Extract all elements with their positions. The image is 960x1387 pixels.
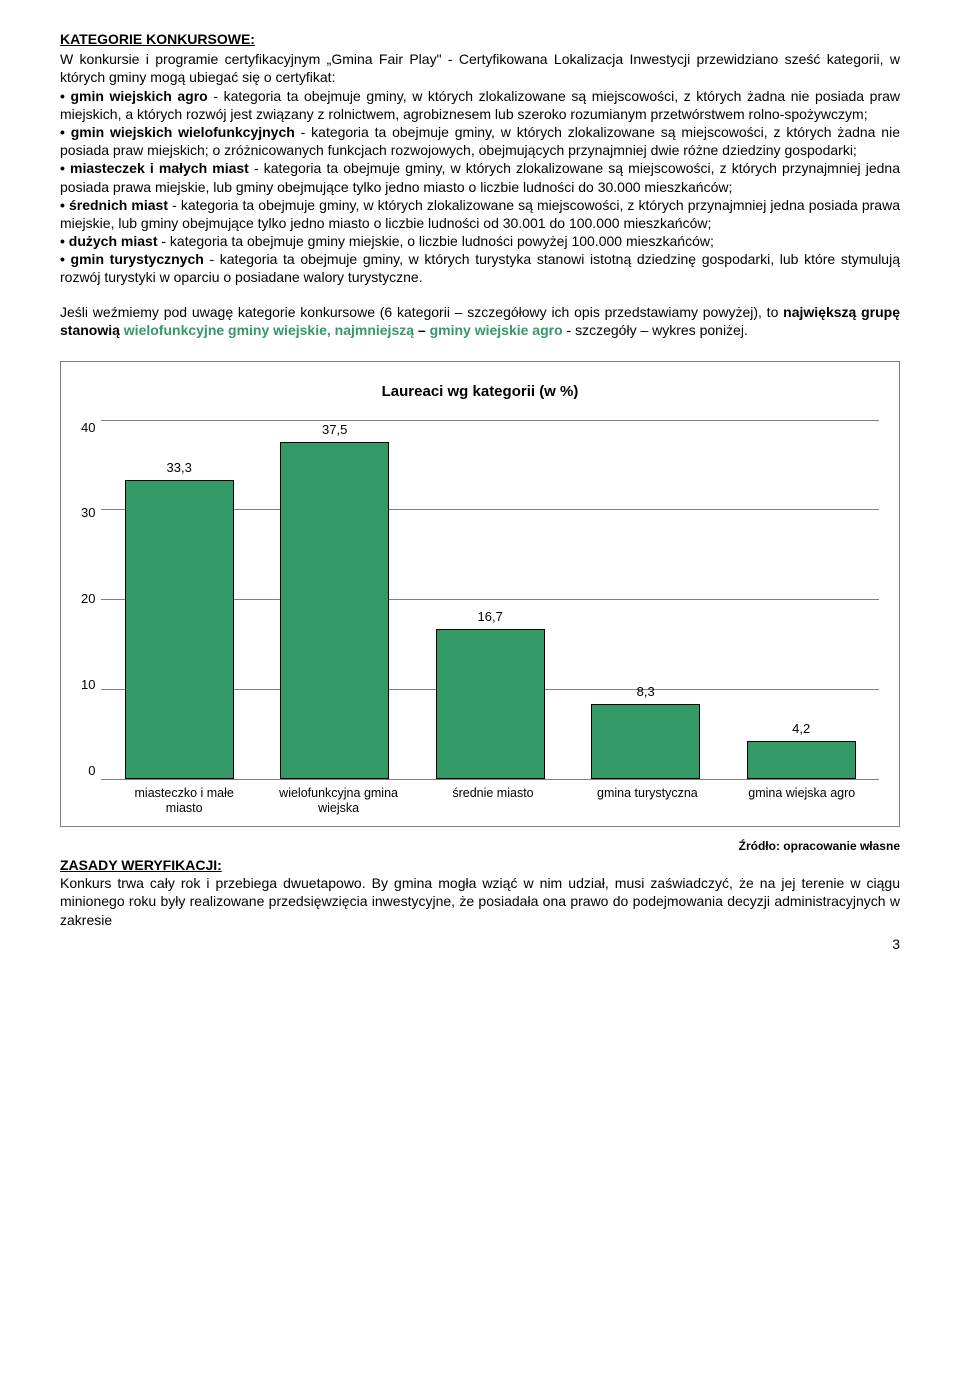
- x-axis-label: średnie miasto: [424, 786, 563, 816]
- bar-slot: 33,3: [109, 420, 249, 779]
- bar: [280, 442, 389, 779]
- bullet-4-lead: • średnich miast: [60, 197, 168, 213]
- bullet-2: • gmin wiejskich wielofunkcyjnych - kate…: [60, 123, 900, 159]
- bar: [436, 629, 545, 779]
- zasady-paragraph: ZASADY WERYFIKACJI:: [60, 856, 900, 874]
- heading-zasady: ZASADY WERYFIKACJI:: [60, 857, 222, 873]
- bar-value-label: 8,3: [637, 684, 655, 701]
- bar-value-label: 33,3: [167, 460, 192, 477]
- ytick-30: 30: [81, 505, 95, 522]
- x-axis: miasteczko i małe miasto wielofunkcyjna g…: [107, 786, 879, 816]
- bullet-1: • gmin wiejskich agro - kategoria ta obe…: [60, 87, 900, 123]
- y-axis: 40 30 20 10 0: [81, 420, 101, 780]
- chart-plot: 33,3 37,5 16,7 8,3 4,2: [101, 420, 879, 780]
- bullet-4: • średnich miast - kategoria ta obejmuje…: [60, 196, 900, 232]
- intro-paragraph: W konkursie i programie certyfikacyjnym …: [60, 50, 900, 86]
- summary-paragraph: Jeśli weźmiemy pod uwagę kategorie konku…: [60, 303, 900, 339]
- source-line: Źródło: opracowanie własne: [60, 839, 900, 855]
- bar: [125, 480, 234, 779]
- bars-group: 33,3 37,5 16,7 8,3 4,2: [101, 420, 879, 779]
- x-axis-label: wielofunkcyjna gmina wiejska: [269, 786, 408, 816]
- bullet-5-rest: - kategoria ta obejmuje gminy miejskie, …: [157, 233, 713, 249]
- bar-slot: 8,3: [576, 420, 716, 779]
- ytick-0: 0: [88, 763, 95, 780]
- bar-slot: 4,2: [731, 420, 871, 779]
- bullet-5: • dużych miast - kategoria ta obejmuje g…: [60, 232, 900, 250]
- bullet-3: • miasteczek i małych miast - kategoria …: [60, 159, 900, 195]
- bullet-6-lead: • gmin turystycznych: [60, 251, 204, 267]
- chart-container: Laureaci wg kategorii (w %) 40 30 20 10 …: [60, 361, 900, 827]
- bar: [747, 741, 856, 779]
- bar: [591, 704, 700, 778]
- bullet-1-lead: • gmin wiejskich agro: [60, 88, 208, 104]
- bar-value-label: 16,7: [478, 609, 503, 626]
- summary-p1: Jeśli weźmiemy pod uwagę kategorie konku…: [60, 304, 783, 320]
- chart-area: 40 30 20 10 0 33,3 37,5 16,7 8,3 4,2: [81, 420, 879, 780]
- bar-slot: 37,5: [265, 420, 405, 779]
- bullet-5-lead: • dużych miast: [60, 233, 157, 249]
- ytick-10: 10: [81, 677, 95, 694]
- summary-p3: wielofunkcyjne gminy wiejskie, najmniejs…: [124, 322, 414, 338]
- x-axis-label: miasteczko i małe miasto: [115, 786, 254, 816]
- zasady-text: Konkurs trwa cały rok i przebiega dwueta…: [60, 874, 900, 929]
- bullet-6: • gmin turystycznych - kategoria ta obej…: [60, 250, 900, 286]
- bar-value-label: 4,2: [792, 721, 810, 738]
- bar-value-label: 37,5: [322, 422, 347, 439]
- x-axis-label: gmina turystyczna: [578, 786, 717, 816]
- ytick-40: 40: [81, 420, 95, 437]
- chart-title: Laureaci wg kategorii (w %): [81, 382, 879, 402]
- page-number: 3: [60, 935, 900, 953]
- ytick-20: 20: [81, 591, 95, 608]
- bullet-2-lead: • gmin wiejskich wielofunkcyjnych: [60, 124, 295, 140]
- heading-kategorie: KATEGORIE KONKURSOWE:: [60, 30, 900, 48]
- summary-p4: –: [414, 322, 430, 338]
- summary-p6: - szczegóły – wykres poniżej.: [563, 322, 748, 338]
- bullet-3-lead: • miasteczek i małych miast: [60, 160, 249, 176]
- summary-p5: gminy wiejskie agro: [430, 322, 563, 338]
- bar-slot: 16,7: [420, 420, 560, 779]
- bullet-4-rest: - kategoria ta obejmuje gminy, w których…: [60, 197, 900, 231]
- x-axis-label: gmina wiejska agro: [732, 786, 871, 816]
